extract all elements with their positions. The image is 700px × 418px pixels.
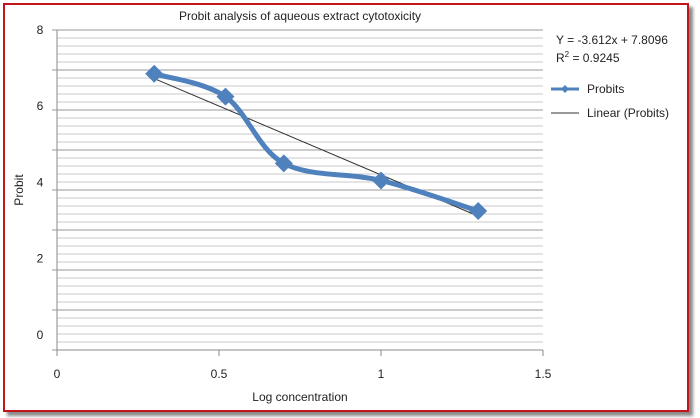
- legend: Probits Linear (Probits): [551, 82, 669, 120]
- y-tick-label: 8: [37, 23, 44, 37]
- data-point-marker: [216, 87, 235, 106]
- legend-diamond-icon: [561, 85, 569, 93]
- y-tick-label: 0: [37, 328, 44, 342]
- y-tick-label: 2: [37, 252, 44, 266]
- axes: [56, 30, 544, 356]
- r-squared: R2 = 0.9245: [556, 50, 620, 65]
- series-markers: [145, 64, 488, 220]
- data-point-marker: [145, 64, 164, 83]
- x-tick-label: 0.5: [211, 367, 228, 381]
- legend-probits: Probits: [587, 82, 624, 96]
- x-tick-label: 0: [54, 367, 61, 381]
- gridlines: [52, 29, 543, 351]
- data-point-marker: [274, 154, 293, 173]
- legend-linear: Linear (Probits): [587, 106, 669, 120]
- trendline-equation: Y = -3.612x + 7.8096: [556, 33, 668, 47]
- x-axis-label: Log concentration: [252, 390, 347, 404]
- y-axis-label: Probit: [12, 174, 26, 206]
- x-tick-label: 1: [378, 367, 385, 381]
- y-tick-label: 6: [37, 99, 44, 113]
- data-point-marker: [372, 171, 390, 190]
- data-point-marker: [469, 201, 488, 220]
- chart-title: Probit analysis of aqueous extract cytot…: [179, 9, 421, 23]
- x-tick-label: 1.5: [535, 367, 552, 381]
- chart-frame: [3, 3, 689, 412]
- y-tick-label: 4: [37, 175, 44, 189]
